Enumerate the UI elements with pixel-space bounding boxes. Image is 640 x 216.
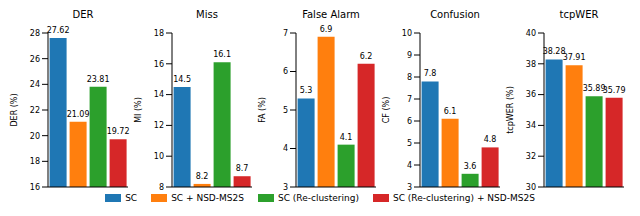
- svg-text:16: 16: [154, 60, 164, 69]
- svg-text:6.9: 6.9: [320, 25, 333, 34]
- svg-text:4: 4: [407, 161, 412, 170]
- svg-text:34: 34: [526, 121, 536, 130]
- svg-text:14: 14: [154, 90, 164, 99]
- svg-text:6.2: 6.2: [360, 52, 373, 61]
- svg-text:5.3: 5.3: [300, 86, 313, 95]
- svg-text:4: 4: [283, 144, 288, 153]
- svg-text:30: 30: [526, 183, 536, 191]
- svg-text:26: 26: [30, 55, 40, 64]
- svg-text:37.91: 37.91: [563, 53, 586, 62]
- svg-text:35.79: 35.79: [603, 86, 626, 95]
- svg-text:3: 3: [407, 183, 412, 191]
- svg-text:3.6: 3.6: [464, 162, 477, 171]
- svg-text:5: 5: [283, 106, 288, 115]
- svg-text:10: 10: [402, 29, 412, 38]
- svg-text:24: 24: [30, 80, 40, 89]
- svg-text:18: 18: [154, 29, 164, 38]
- svg-text:6: 6: [407, 117, 412, 126]
- html-text:DER: DER: [72, 9, 94, 20]
- svg-text:tcpWER (%): tcpWER (%): [506, 86, 515, 134]
- svg-text:38.28: 38.28: [542, 47, 566, 57]
- svg-text:6.1: 6.1: [444, 107, 457, 116]
- svg-text:20: 20: [30, 132, 40, 141]
- svg-text:19.72: 19.72: [107, 127, 130, 136]
- html-text:SC (Re-clustering): SC (Re-clustering): [278, 193, 359, 203]
- svg-text:8.7: 8.7: [236, 164, 249, 173]
- svg-text:5: 5: [407, 139, 412, 148]
- html-text:SC (Re-clustering) + NSD-MS2S: SC (Re-clustering) + NSD-MS2S: [393, 193, 535, 203]
- svg-text:38: 38: [526, 60, 536, 69]
- svg-text:10: 10: [154, 152, 164, 161]
- svg-text:8: 8: [407, 73, 412, 82]
- svg-text:7.8: 7.8: [424, 69, 437, 78]
- svg-text:7: 7: [407, 95, 412, 104]
- svg-text:DER (%): DER (%): [10, 93, 19, 126]
- svg-text:16: 16: [30, 183, 40, 191]
- svg-text:14.5: 14.5: [173, 75, 191, 84]
- svg-text:36: 36: [526, 90, 536, 99]
- svg-text:8: 8: [159, 183, 164, 191]
- html-text:tcpWER: tcpWER: [559, 9, 599, 20]
- svg-text:32: 32: [526, 152, 536, 161]
- svg-text:4.8: 4.8: [484, 135, 497, 144]
- svg-text:27.62: 27.62: [47, 26, 70, 35]
- svg-text:4.1: 4.1: [340, 133, 353, 142]
- svg-text:CF (%): CF (%): [382, 97, 391, 124]
- html-text:SC + NSD-MS2S: SC + NSD-MS2S: [171, 193, 244, 203]
- svg-text:MI (%): MI (%): [134, 97, 143, 123]
- svg-text:35.89: 35.89: [582, 84, 606, 94]
- svg-text:FA (%): FA (%): [258, 97, 267, 123]
- html-text:Miss: Miss: [196, 9, 218, 20]
- svg-text:8.2: 8.2: [196, 172, 209, 181]
- html-text:SC: SC: [125, 193, 138, 203]
- svg-text:3: 3: [283, 183, 288, 191]
- svg-text:22: 22: [30, 106, 40, 115]
- svg-text:12: 12: [154, 121, 164, 130]
- svg-text:6: 6: [283, 67, 288, 76]
- svg-text:28: 28: [30, 29, 40, 38]
- svg-text:21.09: 21.09: [67, 110, 90, 119]
- svg-text:40: 40: [526, 29, 536, 38]
- svg-text:16.1: 16.1: [213, 50, 231, 59]
- svg-text:23.81: 23.81: [87, 75, 110, 84]
- svg-text:9: 9: [407, 51, 412, 60]
- html-text:Confusion: Confusion: [430, 9, 480, 20]
- html-text:False Alarm: False Alarm: [302, 9, 360, 20]
- svg-text:7: 7: [283, 29, 288, 38]
- svg-text:18: 18: [30, 157, 40, 166]
